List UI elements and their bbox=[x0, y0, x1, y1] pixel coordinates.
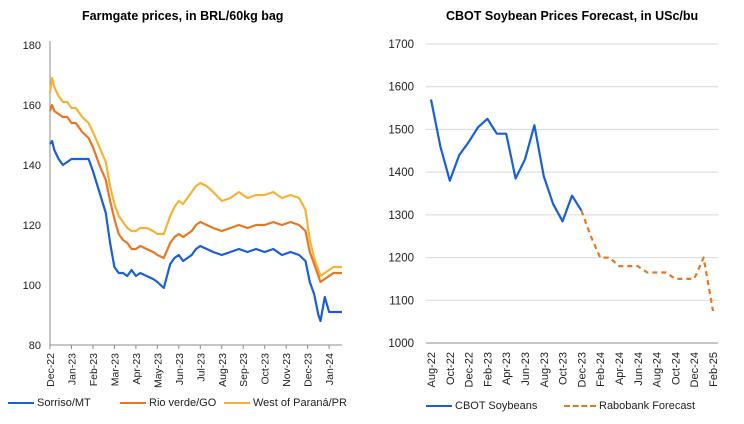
x-tick-label: Dec-23 bbox=[576, 352, 588, 387]
legend-swatch-sorriso bbox=[8, 402, 34, 404]
x-tick-label: Oct-24 bbox=[670, 352, 682, 385]
x-tick-label: Apr-23 bbox=[131, 353, 143, 385]
x-tick-label: Dec-22 bbox=[45, 353, 57, 387]
series-line-west-of-paran-pr bbox=[48, 76, 342, 278]
x-tick-label: Dec-22 bbox=[464, 352, 476, 387]
y-tick-label: 1500 bbox=[388, 124, 414, 136]
x-tick-label: Feb-24 bbox=[595, 352, 607, 387]
x-tick-label: Feb-25 bbox=[708, 352, 720, 387]
y-tick-label: 1200 bbox=[388, 253, 414, 265]
x-tick-label: Jan-23 bbox=[66, 353, 78, 385]
x-tick-label: Aug-23 bbox=[539, 352, 551, 387]
y-tick-label: 120 bbox=[23, 220, 41, 232]
y-tick-label: 80 bbox=[29, 340, 41, 352]
y-tick-label: 1400 bbox=[388, 167, 414, 179]
legend-sorriso: Sorriso/MT bbox=[8, 397, 91, 409]
legend-west-parana: West of Paraná/PR bbox=[224, 397, 347, 409]
farmgate-chart-title: Farmgate prices, in BRL/60kg bag bbox=[82, 9, 284, 23]
legend-label-forecast: Rabobank Forecast bbox=[599, 400, 695, 412]
x-tick-label: May-23 bbox=[152, 353, 164, 388]
series-line-rio-verde-go bbox=[48, 103, 342, 284]
x-tick-label: Aug-24 bbox=[652, 352, 664, 387]
legend-swatch-rio-verde bbox=[120, 402, 146, 404]
legend-label-rio-verde: Rio verde/GO bbox=[149, 397, 217, 409]
y-tick-label: 1700 bbox=[388, 39, 414, 51]
y-tick-label: 1000 bbox=[388, 338, 414, 350]
legend-cbot-soybeans: CBOT Soybeans bbox=[426, 400, 537, 412]
x-tick-label: Apr-23 bbox=[501, 352, 513, 385]
x-tick-label: Feb-23 bbox=[482, 352, 494, 387]
series-line-sorriso-mt bbox=[49, 139, 342, 323]
x-tick-label: Nov-23 bbox=[281, 353, 293, 387]
legend-swatch-west-parana bbox=[224, 402, 250, 404]
x-tick-label: Apr-24 bbox=[614, 352, 626, 385]
series-line-cbot-soybeans bbox=[429, 99, 583, 223]
legend-rio-verde: Rio verde/GO bbox=[120, 397, 216, 409]
x-tick-label: Jan-24 bbox=[324, 353, 336, 385]
legend-swatch-forecast bbox=[564, 405, 596, 407]
x-tick-label: Dec-24 bbox=[689, 352, 701, 387]
x-tick-label: Oct-23 bbox=[260, 353, 272, 385]
legend-label-west-parana: West of Paraná/PR bbox=[253, 397, 347, 409]
legend-label-cbot: CBOT Soybeans bbox=[455, 400, 538, 412]
x-tick-label: Sep-23 bbox=[238, 353, 250, 387]
y-tick-label: 1300 bbox=[388, 210, 414, 222]
x-tick-label: Oct-22 bbox=[445, 352, 457, 385]
y-tick-label: 100 bbox=[23, 280, 41, 292]
y-tick-label: 1100 bbox=[389, 295, 414, 307]
x-tick-label: Aug-22 bbox=[426, 352, 438, 387]
x-tick-label: Jun-23 bbox=[520, 352, 532, 386]
x-tick-label: Dec-23 bbox=[303, 353, 315, 387]
x-tick-label: Oct-23 bbox=[558, 352, 570, 385]
y-tick-label: 160 bbox=[23, 100, 41, 112]
y-tick-label: 1600 bbox=[388, 82, 414, 94]
farmgate-chart: 80 100 120 140 160 180 Dec-22 Jan-23 Feb-23 Mar-2… bbox=[23, 40, 342, 388]
farmgate-prices-panel: Farmgate prices, in BRL/60kg bag 80 100 12… bbox=[0, 0, 360, 424]
series-line-rabobank-forecast bbox=[580, 210, 715, 312]
y-tick-label: 180 bbox=[23, 40, 41, 52]
x-tick-label: Jun-24 bbox=[633, 352, 645, 386]
legend-label-sorriso: Sorriso/MT bbox=[37, 397, 91, 409]
x-tick-label: Mar-23 bbox=[109, 353, 121, 386]
legend-rabobank-forecast: Rabobank Forecast bbox=[564, 400, 695, 412]
x-tick-label: Aug-23 bbox=[217, 353, 229, 387]
y-tick-label: 140 bbox=[23, 160, 41, 172]
x-tick-label: Feb-23 bbox=[88, 353, 100, 386]
cbot-forecast-panel: CBOT Soybean Prices Forecast, in USc/bu … bbox=[366, 0, 744, 424]
x-tick-label: Jun-23 bbox=[174, 353, 186, 385]
cbot-chart: 1000 1100 1200 1300 1400 1500 1600 1700 Aug-22 Oc… bbox=[388, 39, 720, 387]
cbot-chart-title: CBOT Soybean Prices Forecast, in USc/bu bbox=[446, 9, 699, 23]
x-tick-label: Jul-23 bbox=[195, 353, 207, 382]
legend-swatch-cbot bbox=[426, 405, 452, 407]
